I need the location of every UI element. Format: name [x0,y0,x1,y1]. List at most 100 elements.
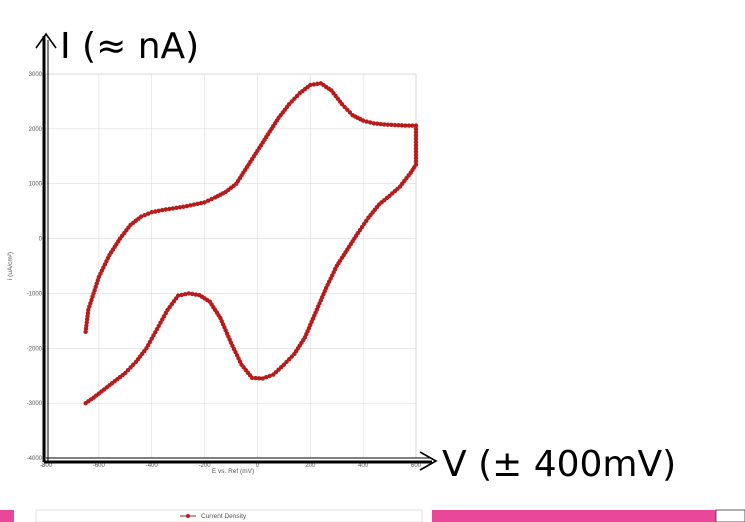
data-point [179,292,184,298]
data-point [182,291,188,297]
data-point [413,152,419,158]
data-point [385,122,391,127]
data-point [149,336,154,341]
data-point [289,99,294,104]
x-tick-label: -400 [146,463,159,469]
data-point [413,126,419,132]
data-point [413,133,419,138]
y-tick-label: -2000 [27,346,43,352]
data-point [260,376,265,381]
x-tick-label: -600 [93,463,106,469]
data-point [308,82,313,88]
data-point [371,121,376,126]
data-point [367,120,373,125]
data-point [375,121,380,126]
data-point [345,107,350,112]
x-tick-label: 600 [411,463,422,469]
data-point [347,110,353,115]
data-point [209,196,214,202]
data-point [289,354,294,359]
data-point [186,291,191,296]
data-point [267,373,272,379]
data-point [167,206,172,212]
y-tick-label: -4000 [27,456,43,462]
data-point [125,368,131,373]
data-point [174,205,179,211]
data-point [191,202,197,207]
data-point [184,203,190,209]
data-point [151,333,156,338]
data-point [147,339,153,345]
data-point [339,101,345,107]
data-point [389,122,394,128]
y-tick-label: -1000 [27,291,43,297]
data-point [362,221,367,227]
data-point [160,207,165,213]
data-point [406,123,412,128]
data-point [413,143,419,148]
data-point [158,320,163,325]
data-point [133,359,139,365]
legend-box [35,509,423,522]
data-point [193,292,198,297]
data-point [292,96,297,101]
data-point [286,101,292,107]
data-point [190,291,195,297]
pink-band-left [0,510,14,522]
data-point [195,201,200,207]
data-point [145,211,151,216]
data-point [382,122,387,127]
data-point [145,342,151,348]
data-point [315,81,320,87]
data-point [160,317,165,322]
data-point [399,123,405,128]
x-tick-label: 0 [256,463,260,469]
y-tick-labels: 3000 2000 1000 0 -1000 -2000 -3000 -4000 [27,72,43,462]
y-axis-title: i (uA/cm²) [7,252,14,280]
y-tick-label: 3000 [29,72,43,78]
data-point [364,218,369,223]
data-point [413,149,419,154]
data-point [83,400,88,406]
data-point [163,310,169,316]
data-point [128,365,133,370]
data-point [413,155,419,161]
right-frame-box [715,509,745,522]
legend-label: Current Density [201,513,247,520]
data-point [154,326,160,332]
data-point [392,122,398,128]
data-point [153,209,158,214]
data-point [359,224,365,230]
data-point [364,119,369,124]
series-points-group [83,81,419,406]
data-point [403,123,408,128]
data-point [131,362,136,367]
data-point [413,139,419,145]
data-point [366,215,371,220]
data-point [342,104,347,110]
data-point [413,159,419,164]
x-tick-label: 200 [305,463,316,469]
data-point [413,123,419,128]
data-point [202,200,207,205]
y-tick-label: 1000 [29,182,43,188]
data-point [153,330,158,335]
y-tick-label: 2000 [29,127,43,133]
data-point [156,323,161,329]
data-point [163,207,169,212]
data-point [197,292,202,298]
data-point [413,136,419,141]
data-point [271,372,276,377]
x-axis-title: E vs. Ref (mV) [212,468,254,475]
data-point [311,82,317,87]
data-point [198,200,204,206]
annotation-y-axis-arrow [35,32,57,462]
y-tick-label: -3000 [27,401,43,407]
pink-band-right [432,510,716,522]
data-point [360,118,366,123]
legend-entry: Current Density [180,513,247,520]
data-point [161,314,167,319]
legend-swatch-marker [186,514,190,518]
data-point [177,205,183,210]
